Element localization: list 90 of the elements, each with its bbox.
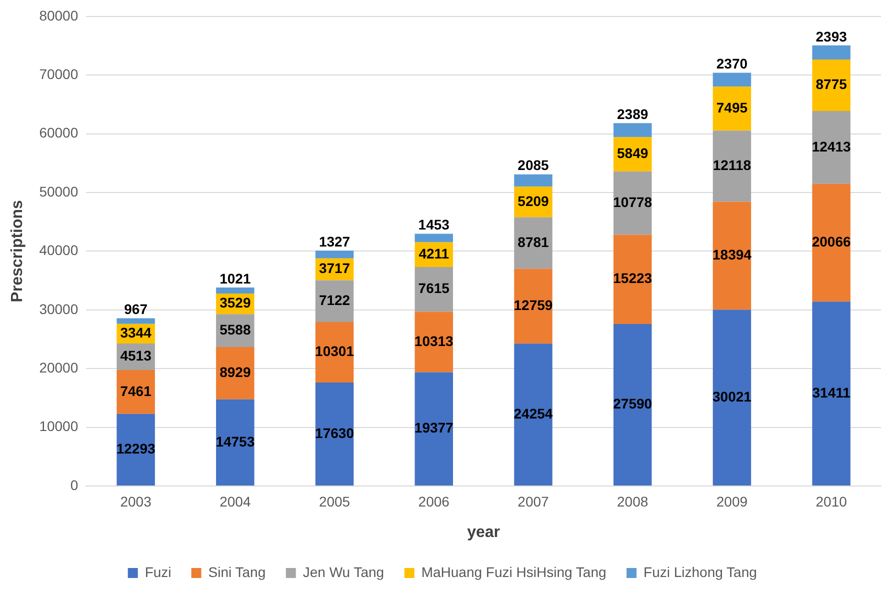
data-label: 3717: [318, 260, 350, 276]
bar: [116, 414, 155, 486]
data-label: 1327: [318, 233, 350, 250]
data-label: 20066: [812, 234, 851, 250]
legend-label: Fuzi: [144, 564, 172, 580]
data-label: 15223: [613, 270, 652, 286]
x-tick-label: 2004: [220, 493, 251, 510]
y-tick-label: 60000: [39, 124, 78, 141]
data-label: 3529: [220, 294, 251, 311]
data-label: 3344: [120, 324, 152, 341]
bar: [116, 318, 155, 324]
data-label: 5588: [220, 321, 251, 338]
data-label: 8929: [220, 364, 251, 380]
y-tick-label: 40000: [39, 242, 78, 258]
bar: [514, 344, 552, 486]
data-label: 1453: [418, 216, 450, 233]
bar: [812, 184, 850, 302]
data-label: 2389: [617, 106, 648, 122]
bar: [613, 123, 652, 138]
data-label: 31411: [812, 384, 851, 400]
data-label: 2085: [518, 157, 550, 174]
data-label: 12413: [812, 138, 851, 154]
data-label: 7461: [120, 382, 152, 399]
bar: [712, 72, 752, 87]
bar: [712, 310, 752, 486]
y-tick-label: 80000: [39, 7, 78, 24]
bar: [613, 234, 652, 324]
x-tick-label: 2005: [318, 493, 350, 510]
x-axis-title: year: [467, 524, 500, 541]
y-tick-label: 30000: [39, 300, 78, 317]
bar: [514, 217, 552, 269]
data-label: 19377: [414, 420, 454, 436]
legend-label: Jen Wu Tang: [302, 564, 384, 580]
y-axis-title: Prescriptions: [9, 200, 26, 302]
data-label: 14753: [216, 433, 255, 450]
data-label: 1021: [220, 270, 251, 286]
x-tick-label: 2007: [518, 493, 550, 510]
data-label: 10313: [414, 332, 454, 349]
bar: [812, 110, 850, 184]
data-label: 27590: [613, 396, 652, 412]
bar: [712, 130, 752, 202]
data-label: 4513: [120, 348, 152, 364]
data-label: 5209: [518, 192, 550, 209]
bar: [216, 287, 254, 294]
data-label: 12118: [712, 157, 752, 174]
bar: [216, 346, 254, 400]
x-tick-label: 2008: [617, 493, 648, 510]
y-tick-label: 10000: [39, 418, 78, 434]
data-label: 7615: [418, 280, 450, 296]
data-label: 10778: [613, 194, 652, 210]
data-label: 30021: [712, 388, 752, 404]
data-label: 4211: [418, 246, 450, 262]
x-tick-label: 2009: [716, 493, 748, 510]
bar: [812, 59, 850, 111]
bar: [712, 202, 752, 310]
bar: [414, 312, 454, 372]
y-tick-label: 20000: [39, 359, 78, 376]
y-tick-label: 0: [70, 476, 78, 493]
bar: [613, 171, 652, 235]
data-label: 17630: [315, 424, 354, 441]
x-tick-label: 2003: [120, 493, 152, 510]
data-label: 967: [124, 301, 148, 318]
bar: [812, 45, 850, 60]
bar: [414, 372, 454, 486]
data-label: 8781: [518, 234, 550, 250]
bar: [315, 382, 354, 486]
bar: [216, 399, 254, 486]
data-label: 12293: [116, 440, 156, 457]
bar: [514, 268, 552, 344]
bar: [315, 250, 354, 258]
data-label: 7495: [716, 100, 748, 116]
bar: [514, 174, 552, 187]
data-label: 5849: [617, 145, 648, 162]
legend-label: Fuzi Lizhong Tang: [644, 564, 757, 580]
y-tick-label: 70000: [39, 66, 78, 82]
bar: [414, 234, 454, 242]
x-tick-label: 2006: [418, 493, 450, 510]
y-tick-label: 50000: [39, 183, 78, 200]
data-label: 12759: [514, 297, 553, 314]
bar: [613, 324, 652, 486]
data-label: 2393: [816, 28, 848, 44]
legend-label: MaHuang Fuzi HsiHsing Tang: [421, 564, 606, 580]
bar: [315, 280, 354, 322]
legend-label: Sini Tang: [208, 564, 266, 580]
data-label: 8775: [816, 76, 848, 92]
data-label: 7122: [318, 292, 350, 308]
data-label: 2370: [716, 56, 748, 72]
bar: [812, 302, 850, 486]
bar: [116, 370, 155, 414]
x-tick-label: 2010: [816, 493, 848, 510]
